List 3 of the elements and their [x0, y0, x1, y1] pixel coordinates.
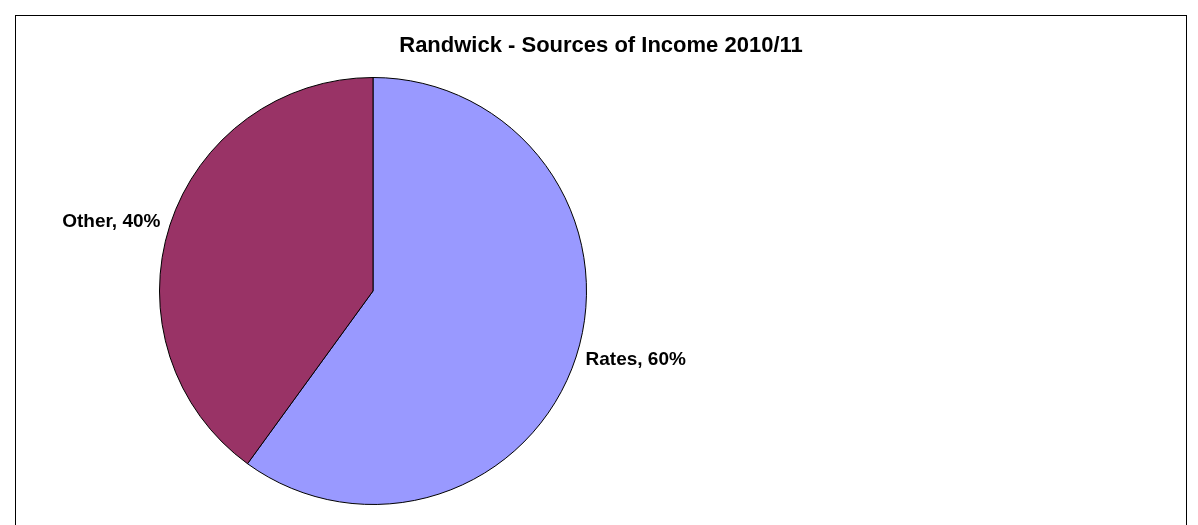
- chart-title: Randwick - Sources of Income 2010/11: [398, 32, 804, 58]
- slice-label: Other, 40%: [62, 210, 161, 232]
- slice-label: Rates, 60%: [585, 348, 686, 370]
